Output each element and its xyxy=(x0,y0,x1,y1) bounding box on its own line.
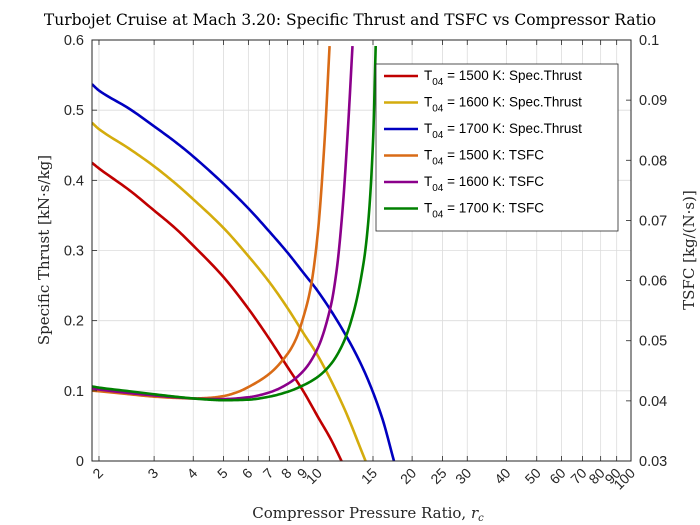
right-y-axis-label: TSFC [kg/(N·s)] xyxy=(680,190,698,310)
right-y-axis: 0.03 0.04 0.05 0.06 0.07 0.08 0.09 0.1 xyxy=(626,33,667,470)
series-line-3 xyxy=(92,83,396,461)
x-axis-label: Compressor Pressure Ratio, rc xyxy=(252,504,484,524)
series-line-6 xyxy=(92,45,377,402)
series-line-5 xyxy=(92,45,354,401)
legend-label: T04 = 1500 K: Spec.Thrust xyxy=(424,68,582,88)
x-axis-label-var: r xyxy=(471,504,479,522)
right-y-tick-label: 0.06 xyxy=(639,274,667,290)
right-y-tick-label: 0.1 xyxy=(639,33,659,49)
left-y-tick-label: 0.4 xyxy=(64,173,84,189)
right-y-tick-label: 0.07 xyxy=(639,213,667,229)
legend-label: T04 = 1600 K: Spec.Thrust xyxy=(424,95,582,115)
left-y-tick-label: 0 xyxy=(76,454,84,470)
left-y-tick-label: 0.3 xyxy=(64,244,84,260)
legend-label: T04 = 1600 K: TSFC xyxy=(424,174,544,194)
left-y-tick-label: 0.6 xyxy=(64,33,84,49)
left-y-tick-label: 0.1 xyxy=(64,384,84,400)
legend-label: T04 = 1700 K: Spec.Thrust xyxy=(424,121,582,141)
legend: T04 = 1500 K: Spec.Thrust T04 = 1600 K: S… xyxy=(375,63,619,232)
right-y-tick-label: 0.05 xyxy=(639,334,667,350)
left-y-axis-label: Specific Thrust [kN·s/kg] xyxy=(35,155,53,345)
left-y-axis: 0 0.1 0.2 0.3 0.4 0.5 0.6 xyxy=(64,33,97,470)
legend-label: T04 = 1500 K: TSFC xyxy=(424,148,544,168)
chart-title: Turbojet Cruise at Mach 3.20: Specific T… xyxy=(44,11,656,29)
legend-box xyxy=(375,63,619,232)
x-axis-label-sub: c xyxy=(478,513,484,524)
right-y-tick-label: 0.09 xyxy=(639,93,667,109)
legend-label: T04 = 1700 K: TSFC xyxy=(424,201,544,221)
series-line-1 xyxy=(92,161,343,461)
x-axis-label-text: Compressor Pressure Ratio, xyxy=(252,504,471,522)
right-y-tick-label: 0.04 xyxy=(639,394,667,410)
plot-lines xyxy=(92,45,396,461)
right-y-tick-label: 0.03 xyxy=(639,454,667,470)
left-y-tick-label: 0.5 xyxy=(64,103,84,119)
left-y-tick-label: 0.2 xyxy=(64,314,84,330)
right-y-tick-label: 0.08 xyxy=(639,153,667,169)
